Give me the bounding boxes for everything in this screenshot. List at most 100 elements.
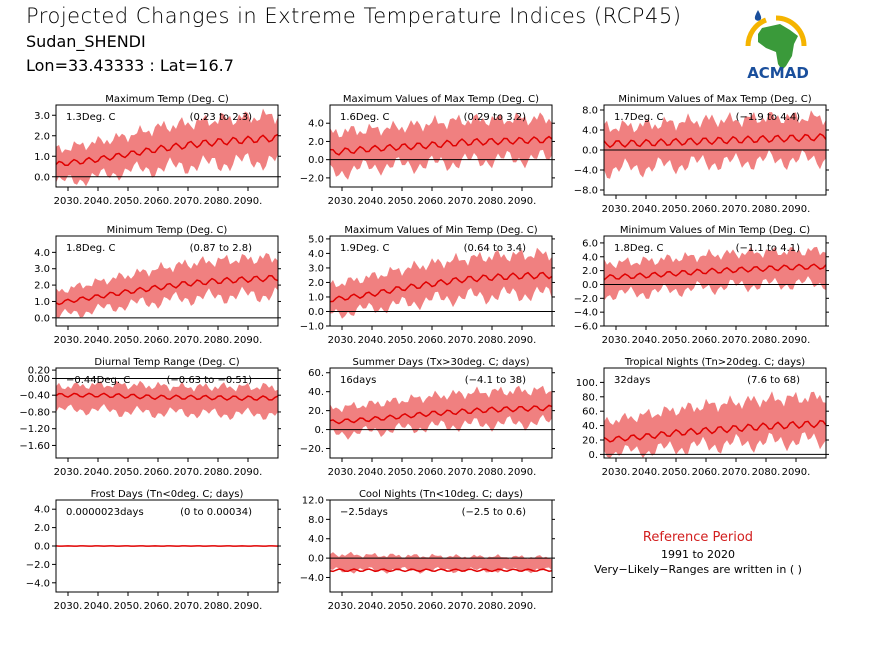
mean-line xyxy=(55,274,279,306)
chart-frame xyxy=(55,104,279,188)
chart-title: Minimum Values of Min Temp (Deg. C) xyxy=(620,225,810,236)
chart-frame xyxy=(55,367,279,459)
likely-range: (−0.63 to −0.51) xyxy=(167,375,253,386)
likely-range: (−4.1 to 38) xyxy=(465,375,526,386)
uncertainty-band xyxy=(604,110,826,179)
chart-5: −1.0 0.0 1.0 2.0 3.0 4.0 5.0 2030. 2040. 2050. 206… xyxy=(300,225,555,346)
chart-title: Maximum Values of Max Temp (Deg. C) xyxy=(343,94,539,105)
x-tick-label: 2030. xyxy=(54,335,83,346)
x-tick-label: 2070. xyxy=(174,335,203,346)
change-value: 0.0000023days xyxy=(66,507,144,518)
chart-9: 0.20.40.60.80.100.2030. 2040. 2050. 2060. 20… xyxy=(576,357,829,478)
y-tick-label: −4.0 xyxy=(574,308,598,319)
y-tick-label: 0.0 xyxy=(582,280,598,291)
uncertainty-band xyxy=(604,246,826,301)
y-tick-label: 60. xyxy=(582,407,598,418)
x-tick-label: 2090. xyxy=(508,196,537,207)
x-tick-label: 2030. xyxy=(54,467,83,478)
chart-frame xyxy=(55,235,279,327)
chart-4: 0.0 1.0 2.0 3.0 4.0 2030. 2040. 2050. 2060. 2070.… xyxy=(34,225,281,346)
likely-range: (−1.9 to 4.4) xyxy=(736,112,800,123)
x-tick-label: 2040. xyxy=(84,196,113,207)
x-tick-label: 2040. xyxy=(84,335,113,346)
mean-line xyxy=(329,271,553,303)
x-tick-label: 2080. xyxy=(478,601,507,612)
x-tick-label: 2060. xyxy=(692,467,721,478)
y-tick-label: −2.0 xyxy=(574,294,598,305)
x-tick-label: 2040. xyxy=(632,335,661,346)
y-tick-label: 4.0 xyxy=(34,505,50,516)
y-tick-label: 12.0 xyxy=(302,496,324,507)
chart-title: Summer Days (Tx>30deg. C; days) xyxy=(352,357,529,368)
x-tick-label: 2090. xyxy=(508,601,537,612)
y-tick-label: 80. xyxy=(582,392,598,403)
uncertainty-band xyxy=(330,385,552,440)
y-tick-label: 0.0 xyxy=(308,554,324,565)
uncertainty-band xyxy=(56,108,278,187)
change-value: 16days xyxy=(340,375,376,386)
y-tick-label: −8.0 xyxy=(574,186,598,197)
mean-line xyxy=(329,404,553,425)
chart-title: Cool Nights (Tn<10deg. C; days) xyxy=(359,489,523,500)
y-tick-label: 0.0 xyxy=(34,172,50,183)
x-tick-label: 2090. xyxy=(782,467,811,478)
y-tick-label: 0.0 xyxy=(34,313,50,324)
africa-map-icon xyxy=(758,24,798,70)
x-tick-label: 2060. xyxy=(144,467,173,478)
y-tick-label: 2.0 xyxy=(308,278,324,289)
x-tick-label: 2030. xyxy=(602,467,631,478)
chart-title: Minimum Temp (Deg. C) xyxy=(107,225,228,236)
x-tick-label: 2050. xyxy=(388,601,417,612)
x-tick-label: 2040. xyxy=(358,601,387,612)
change-value: −0.44Deg. C xyxy=(66,375,130,386)
y-tick-label: 3.0 xyxy=(308,263,324,274)
mean-line xyxy=(329,568,553,573)
x-tick-label: 2080. xyxy=(204,467,233,478)
reference-note: Very−Likely−Ranges are written in ( ) xyxy=(594,563,802,576)
y-tick-label: 4.0 xyxy=(582,126,598,137)
y-tick-label: 2.0 xyxy=(34,523,50,534)
y-tick-label: −1.20 xyxy=(19,424,50,435)
uncertainty-band xyxy=(56,253,278,319)
x-tick-label: 2070. xyxy=(722,204,751,215)
y-tick-label: −0.80 xyxy=(19,407,50,418)
x-tick-label: 2090. xyxy=(782,335,811,346)
y-tick-label: 0.0 xyxy=(582,146,598,157)
x-tick-label: 2040. xyxy=(358,335,387,346)
x-tick-label: 2090. xyxy=(234,196,263,207)
y-tick-label: −4.0 xyxy=(574,166,598,177)
x-tick-label: 2060. xyxy=(144,601,173,612)
change-value: 1.8Deg. C xyxy=(614,243,663,254)
y-tick-label: 0. xyxy=(588,450,598,461)
logo-text: ACMAD xyxy=(747,64,809,82)
x-tick-label: 2080. xyxy=(752,335,781,346)
mean-line xyxy=(55,392,279,402)
likely-range: (0 to 0.00034) xyxy=(180,507,252,518)
y-tick-label: −4.0 xyxy=(300,573,324,584)
y-tick-label: 0. xyxy=(314,425,324,436)
change-value: 1.6Deg. C xyxy=(340,112,389,123)
likely-range: (7.6 to 68) xyxy=(747,375,800,386)
reference-title: Reference Period xyxy=(642,530,754,545)
y-tick-label: 4.0 xyxy=(308,534,324,545)
chart-frame xyxy=(329,104,553,188)
y-tick-label: 3.0 xyxy=(34,111,50,122)
x-tick-label: 2060. xyxy=(144,196,173,207)
x-tick-label: 2080. xyxy=(752,467,781,478)
x-tick-label: 2030. xyxy=(328,196,357,207)
y-tick-label: −2.0 xyxy=(300,173,324,184)
chart-3: −8.0 −4.0 0.0 4.0 8.0 2030. 2040. 2050. 2060. 207… xyxy=(574,94,829,215)
mean-line xyxy=(603,419,827,443)
likely-range: (−1.1 to 4.1) xyxy=(736,243,800,254)
x-tick-label: 2090. xyxy=(508,467,537,478)
chart-8: −20. 0. 20. 40. 60. 2030. 2040. 2050. 2060. 2070.… xyxy=(300,357,555,478)
uncertainty-band xyxy=(330,247,552,319)
x-tick-label: 2030. xyxy=(328,335,357,346)
acmad-logo xyxy=(745,10,807,70)
x-tick-label: 2050. xyxy=(662,335,691,346)
y-tick-label: 40. xyxy=(308,387,324,398)
chart-title: Diurnal Temp Range (Deg. C) xyxy=(94,357,239,368)
y-tick-label: −20. xyxy=(300,444,324,455)
y-tick-label: 4.0 xyxy=(34,248,50,259)
y-tick-label: 20. xyxy=(582,436,598,447)
